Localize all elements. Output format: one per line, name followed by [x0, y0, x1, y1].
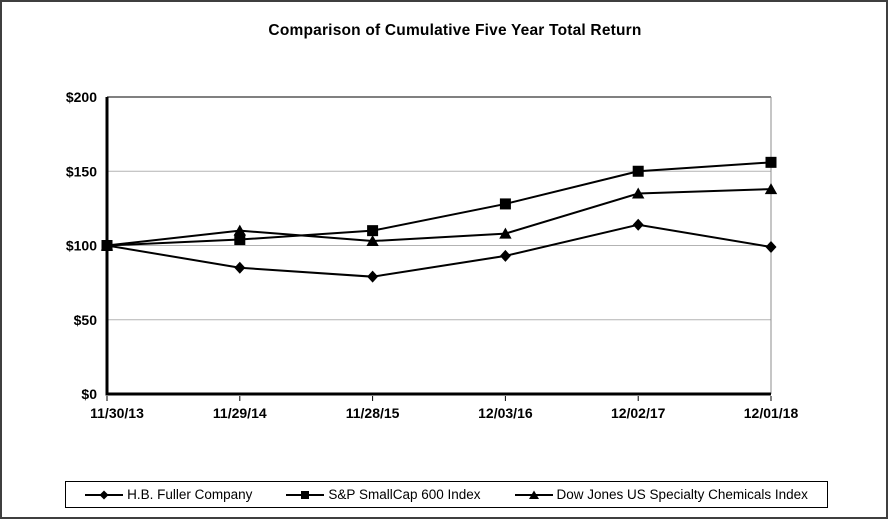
- chart-legend: H.B. Fuller Company S&P SmallCap 600 Inde…: [65, 481, 828, 508]
- triangle-marker-icon: [632, 187, 645, 199]
- square-marker-icon: [234, 234, 246, 246]
- y-axis-tick-label: $50: [74, 312, 98, 328]
- diamond-marker-icon: [367, 270, 379, 283]
- square-legend-marker-icon: [286, 490, 325, 499]
- square-marker-icon: [765, 156, 777, 168]
- square-marker-icon: [367, 225, 379, 237]
- line-chart-plot: $0 $50 $100 $150 $200 11/30/13 11/29/14 11/28/1…: [66, 89, 799, 421]
- diamond-marker-icon: [234, 261, 246, 274]
- x-axis-tick-label: 11/29/14: [213, 405, 267, 421]
- diamond-marker-icon: [765, 240, 777, 253]
- series-line-diamond: [106, 223, 772, 278]
- series-line-triangle: [106, 188, 772, 247]
- diamond-legend-marker-icon: [85, 490, 124, 499]
- legend-label: Dow Jones US Specialty Chemicals Index: [556, 487, 808, 502]
- triangle-marker-icon: [499, 227, 512, 239]
- x-axis-tick-label: 12/01/18: [744, 405, 799, 421]
- series-line-square: [106, 161, 772, 247]
- diamond-marker-icon: [499, 249, 511, 262]
- x-axis-tick-label: 11/30/13: [90, 405, 144, 421]
- triangle-marker-icon: [233, 224, 246, 236]
- triangle-marker-icon: [764, 183, 778, 195]
- y-axis-tick-label: $150: [66, 163, 97, 179]
- square-marker-icon: [632, 165, 644, 177]
- x-axis-tick-label: 12/02/17: [611, 405, 666, 421]
- triangle-legend-marker-icon: [514, 490, 553, 499]
- square-marker-icon: [499, 198, 511, 210]
- legend-label: H.B. Fuller Company: [127, 487, 253, 502]
- y-axis-tick-label: $200: [66, 89, 97, 105]
- chart-title: Comparison of Cumulative Five Year Total…: [268, 22, 642, 39]
- y-axis-tick-label: $0: [81, 386, 97, 402]
- legend-item: H.B. Fuller Company: [85, 487, 252, 502]
- x-axis-tick-label: 11/28/15: [346, 405, 400, 421]
- legend-item: Dow Jones US Specialty Chemicals Index: [514, 487, 808, 502]
- x-axis-tick-label: 12/03/16: [478, 405, 533, 421]
- legend-item: S&P SmallCap 600 Index: [286, 487, 481, 502]
- diamond-marker-icon: [632, 218, 644, 231]
- legend-label: S&P SmallCap 600 Index: [328, 487, 481, 502]
- triangle-marker-icon: [366, 235, 379, 247]
- y-axis-tick-label: $100: [66, 238, 97, 254]
